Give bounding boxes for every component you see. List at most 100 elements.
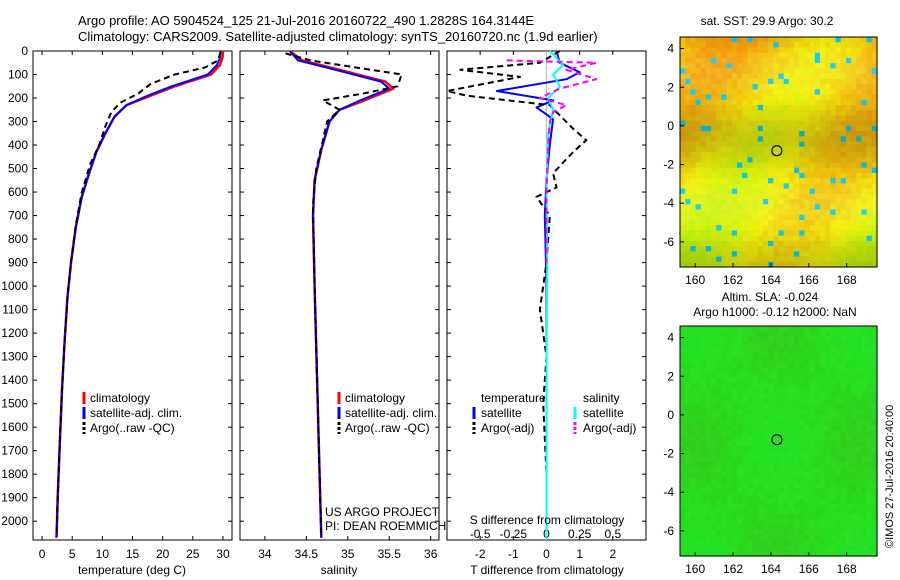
map-cell [721, 120, 728, 127]
map-cell [866, 472, 873, 479]
map-cell [773, 472, 780, 479]
map-cell [788, 63, 795, 69]
map-cell [778, 393, 785, 400]
map-cell [840, 461, 847, 468]
map-cell [752, 456, 759, 463]
map-cell [752, 378, 759, 385]
map-cell [856, 146, 863, 153]
map-cell [871, 503, 878, 510]
map-cell [861, 503, 868, 510]
map-cell [845, 493, 852, 500]
map-cell [700, 230, 707, 237]
map-cell [711, 529, 717, 536]
map-cell [747, 99, 754, 106]
map-cell [731, 172, 738, 179]
map-cell [747, 251, 754, 258]
map-cell [695, 68, 702, 75]
map-x-tick-label: 168 [837, 273, 857, 287]
map-cell [711, 110, 717, 117]
map-cell [814, 225, 821, 232]
map-cell [762, 461, 769, 468]
map-cell [788, 388, 795, 395]
map-cell [804, 120, 811, 127]
map-cell [783, 214, 790, 221]
map-cell [721, 336, 728, 343]
map-cell [705, 435, 712, 442]
map-cell [783, 52, 790, 59]
map-cell [731, 451, 738, 458]
map-cell [845, 535, 852, 541]
map-cell [804, 362, 811, 369]
map-cell [773, 110, 780, 117]
map-cell [752, 414, 759, 421]
map-cell [768, 383, 774, 390]
map-cell [830, 230, 837, 237]
map-cell [685, 178, 691, 184]
map-cell [705, 68, 712, 75]
depth-tick-label: 400 [8, 138, 28, 152]
map-cell [804, 383, 811, 390]
map-cell [799, 477, 806, 484]
map-cell [794, 472, 800, 479]
map-cell [773, 399, 780, 406]
map-cell [830, 362, 837, 369]
map-cell [814, 524, 821, 531]
map-cell [788, 545, 795, 552]
map-cell [700, 136, 707, 143]
map-cell [752, 404, 759, 411]
map-cell [783, 42, 790, 49]
map-cell [726, 414, 733, 421]
map-cell [768, 42, 774, 49]
map-cell [835, 441, 842, 447]
map-cell [794, 204, 800, 211]
map-cell [861, 399, 868, 406]
map-cell [747, 352, 754, 358]
map-cell [705, 341, 712, 348]
map-cell [742, 214, 748, 221]
map-cell [794, 373, 800, 379]
map-cell [711, 131, 717, 137]
map-cell [871, 42, 878, 49]
map-cell [705, 456, 712, 463]
map-cell [716, 146, 723, 153]
map-cell [778, 167, 785, 174]
map-cell [871, 246, 878, 252]
sst-map-frame [679, 36, 878, 268]
map-cell [799, 326, 806, 332]
map-cell [705, 261, 712, 268]
map-cell [804, 441, 811, 447]
map-cell [711, 94, 717, 101]
map-cell [762, 199, 769, 205]
map-cell [700, 256, 707, 263]
map-cell [711, 472, 717, 479]
map-cell [819, 235, 826, 242]
map-cell [778, 42, 785, 49]
map-cell [845, 498, 852, 505]
map-cell [856, 183, 863, 190]
map-cell [711, 157, 717, 164]
map-cell [825, 104, 831, 111]
map-cell [861, 535, 868, 541]
map-cell [819, 251, 826, 258]
argo-float-marker [771, 434, 783, 446]
map-cell [700, 37, 707, 43]
map-cell [840, 157, 847, 164]
map-cell [731, 63, 738, 69]
map-cell [794, 42, 800, 49]
map-cell [809, 352, 816, 358]
map-cell [819, 188, 826, 195]
map-cell [788, 451, 795, 458]
map-cell [752, 57, 759, 64]
map-cell [809, 52, 816, 59]
map-cell [788, 503, 795, 510]
map-cell [690, 336, 697, 343]
map-cell [768, 404, 774, 411]
map-cell [861, 409, 868, 416]
map-cell [825, 136, 831, 143]
map-cell [819, 68, 826, 75]
map-cell [700, 120, 707, 127]
map-cell [835, 152, 842, 158]
map-cell [845, 99, 852, 106]
map-cell [737, 37, 743, 43]
map-cell [814, 461, 821, 468]
